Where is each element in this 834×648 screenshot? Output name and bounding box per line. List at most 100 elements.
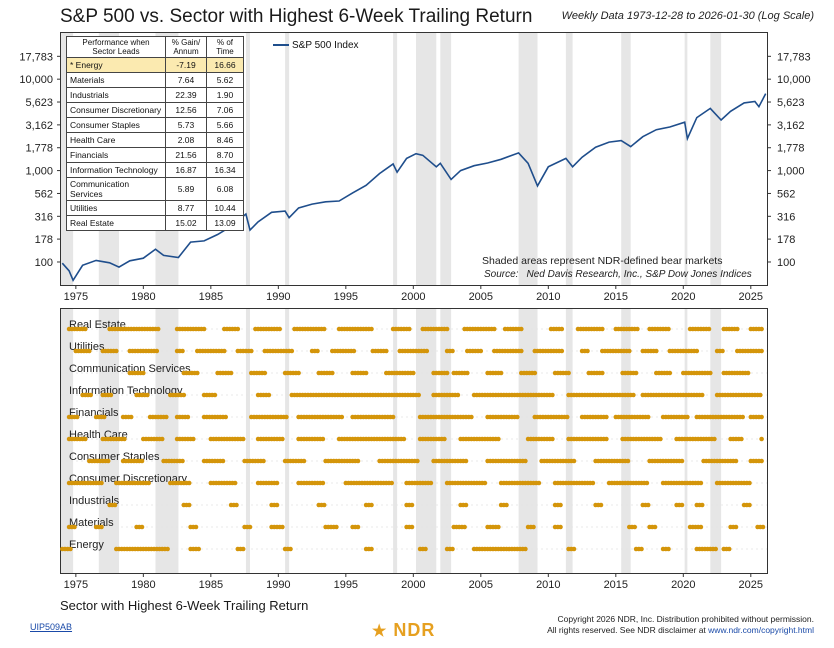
sector-lead-dot bbox=[108, 392, 114, 398]
sector-lead-dot bbox=[462, 524, 467, 530]
table-row: Utilities 8.77 10.44 bbox=[66, 200, 244, 216]
x-tick-label: 1980 bbox=[131, 579, 155, 591]
sector-lead-dot bbox=[519, 348, 524, 354]
x-tick-label: 1975 bbox=[64, 579, 88, 591]
chart-code-link[interactable]: UIP509AB bbox=[30, 622, 73, 632]
y-tick-label-left: 5,623 bbox=[25, 97, 53, 109]
sector-lead-dot bbox=[571, 458, 577, 464]
bear-market-shade bbox=[285, 309, 290, 573]
sector-label: Information Technology bbox=[69, 385, 183, 397]
y-tick-label-right: 3,162 bbox=[777, 120, 805, 132]
y-tick-label-left: 3,162 bbox=[25, 120, 53, 132]
table-cell-sector: Materials bbox=[66, 72, 166, 88]
y-tick-label-left: 178 bbox=[35, 234, 53, 246]
sector-lead-dot bbox=[165, 546, 170, 552]
sector-lead-dot bbox=[559, 326, 565, 332]
bear-market-shade bbox=[61, 309, 74, 573]
bear-market-shade bbox=[684, 309, 688, 573]
sector-lead-dot bbox=[740, 414, 745, 420]
sector-panel: Real Estate Utilities Communication Servic… bbox=[60, 308, 768, 591]
x-tick-label: 2010 bbox=[536, 579, 560, 591]
sector-lead-dot bbox=[249, 348, 254, 354]
sector-lead-dot bbox=[559, 348, 565, 354]
sector-lead-dot bbox=[416, 392, 422, 398]
sector-lead-dot bbox=[759, 414, 764, 420]
table-cell-time: 8.70 bbox=[206, 147, 244, 163]
sector-lead-dot bbox=[122, 436, 127, 442]
sector-lead-dot bbox=[235, 326, 241, 332]
sector-lead-dot bbox=[699, 392, 705, 398]
y-tick-label-left: 10,000 bbox=[19, 74, 53, 86]
sector-lead-dot bbox=[627, 348, 632, 354]
sector-lead-dot bbox=[321, 326, 327, 332]
sector-lead-dot bbox=[320, 436, 326, 442]
sector-lead-dot bbox=[739, 436, 744, 442]
sector-lead-dot bbox=[355, 524, 361, 530]
x-tick-label: 2005 bbox=[469, 579, 493, 591]
sector-lead-dot bbox=[284, 414, 289, 420]
sector-lead-dot bbox=[478, 348, 484, 354]
sector-lead-dot bbox=[234, 502, 239, 508]
copyright-url[interactable]: www.ndr.com/copyright.html bbox=[708, 625, 814, 635]
x-tick-label: 2015 bbox=[604, 579, 628, 591]
sector-lead-dot bbox=[181, 392, 187, 398]
sector-lead-dot bbox=[550, 436, 555, 442]
sector-lead-dot bbox=[571, 546, 577, 552]
sector-lead-dot bbox=[444, 326, 450, 332]
sector-lead-dot bbox=[288, 546, 293, 552]
sector-lead-dot bbox=[164, 414, 169, 420]
sector-lead-dot bbox=[679, 502, 685, 508]
sector-lead-dot bbox=[232, 480, 238, 486]
y-tick-label-right: 5,623 bbox=[777, 97, 805, 109]
table-cell-gain: 16.87 bbox=[165, 162, 207, 178]
table-header-gain: % Gain/ Annum bbox=[165, 36, 207, 58]
sector-lead-dot bbox=[759, 326, 764, 332]
sector-lead-dot bbox=[720, 348, 725, 354]
sector-lead-dot bbox=[415, 458, 420, 464]
sector-lead-dot bbox=[99, 480, 104, 486]
source-note: Source: Ned Davis Research, Inc., S&P Dow… bbox=[484, 269, 752, 280]
sector-lead-dot bbox=[645, 502, 651, 508]
sector-lead-dot bbox=[632, 524, 637, 530]
sector-lead-dot bbox=[222, 348, 227, 354]
sector-lead-dot bbox=[320, 480, 326, 486]
bear-market-shade bbox=[518, 33, 538, 285]
sector-lead-dot bbox=[277, 326, 282, 332]
bull-icon: ★ bbox=[372, 623, 388, 640]
sector-lead-dot bbox=[423, 546, 428, 552]
sector-lead-dot bbox=[301, 458, 307, 464]
sector-lead-dot bbox=[496, 524, 501, 530]
sector-lead-dot bbox=[482, 480, 488, 486]
x-tick-label: 1995 bbox=[334, 579, 358, 591]
sector-lead-dot bbox=[758, 392, 763, 398]
table-cell-gain: 8.77 bbox=[165, 200, 207, 216]
sector-lead-dot bbox=[666, 326, 671, 332]
sector-lead-dot bbox=[74, 414, 80, 420]
y-tick-label-left: 17,783 bbox=[19, 51, 53, 63]
x-tick-label: 1975 bbox=[64, 291, 88, 303]
sector-lead-dot bbox=[698, 524, 704, 530]
sector-lead-dot bbox=[220, 458, 226, 464]
source-text: Ned Davis Research, Inc., S&P Dow Jones … bbox=[526, 269, 752, 280]
sector-lead-dot bbox=[114, 348, 119, 354]
sector-lead-dot bbox=[247, 524, 253, 530]
y-tick-label-right: 100 bbox=[777, 257, 795, 269]
table-cell-time: 6.08 bbox=[206, 177, 244, 201]
sector-lead-dot bbox=[139, 458, 145, 464]
bear-market-shade bbox=[393, 33, 398, 285]
legend-line-swatch bbox=[273, 44, 289, 47]
sector-lead-dot bbox=[759, 436, 764, 442]
table-cell-time: 13.09 bbox=[206, 215, 244, 231]
y-tick-label-left: 1,778 bbox=[25, 143, 53, 155]
sector-lead-dot bbox=[463, 458, 469, 464]
chart-legend: S&P 500 Index bbox=[273, 40, 359, 51]
sector-lead-dot bbox=[330, 370, 335, 376]
table-cell-gain: 7.64 bbox=[165, 72, 207, 88]
sector-lead-dot bbox=[296, 370, 301, 376]
bear-market-shade bbox=[440, 33, 452, 285]
sector-lead-dot bbox=[747, 480, 752, 486]
sector-lead-dot bbox=[212, 392, 218, 398]
table-cell-sector: Information Technology bbox=[66, 162, 166, 178]
bear-market-shade bbox=[621, 33, 631, 285]
